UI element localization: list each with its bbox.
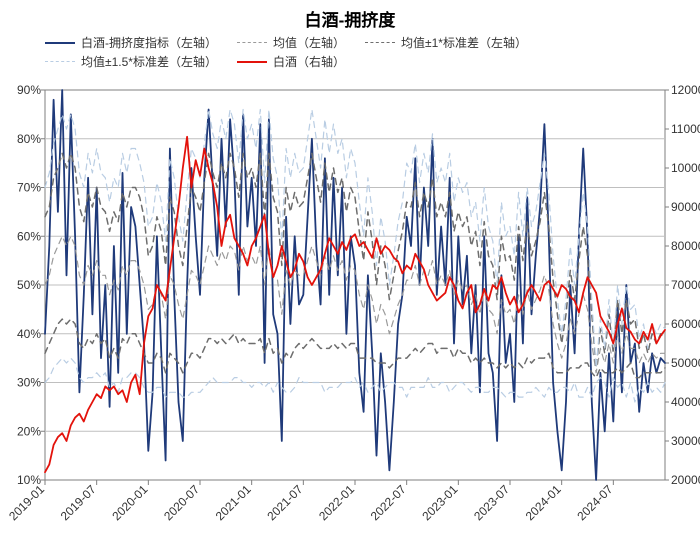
plot-area: 10%20%30%40%50%60%70%80%90%2000030000400… bbox=[0, 0, 700, 544]
y1-tick-label: 70% bbox=[17, 181, 41, 195]
legend-item: 均值（左轴） bbox=[237, 34, 345, 51]
x-tick-label: 2019-07 bbox=[58, 482, 99, 523]
y2-tick-label: 60000 bbox=[671, 317, 700, 331]
x-tick-label: 2022-01 bbox=[316, 482, 357, 523]
x-tick-label: 2024-07 bbox=[574, 482, 615, 523]
y2-tick-label: 30000 bbox=[671, 434, 700, 448]
y2-tick-label: 50000 bbox=[671, 356, 700, 370]
y2-tick-label: 120000 bbox=[671, 83, 700, 97]
y1-tick-label: 80% bbox=[17, 132, 41, 146]
y1-tick-label: 20% bbox=[17, 424, 41, 438]
legend-item: 均值±1.5*标准差（左轴） bbox=[45, 53, 217, 70]
y2-tick-label: 80000 bbox=[671, 239, 700, 253]
y1-tick-label: 40% bbox=[17, 327, 41, 341]
x-tick-label: 2021-07 bbox=[264, 482, 305, 523]
x-tick-label: 2023-07 bbox=[471, 482, 512, 523]
x-tick-label: 2024-01 bbox=[523, 482, 564, 523]
legend-swatch bbox=[237, 61, 267, 63]
legend-swatch bbox=[237, 42, 267, 43]
x-tick-label: 2020-01 bbox=[109, 482, 150, 523]
y1-tick-label: 30% bbox=[17, 376, 41, 390]
x-tick-label: 2022-07 bbox=[368, 482, 409, 523]
legend-swatch bbox=[45, 42, 75, 44]
legend-swatch bbox=[45, 61, 75, 62]
y2-tick-label: 20000 bbox=[671, 473, 700, 487]
x-tick-label: 2021-01 bbox=[213, 482, 254, 523]
y2-tick-label: 110000 bbox=[671, 122, 700, 136]
y1-tick-label: 60% bbox=[17, 229, 41, 243]
legend-label: 白酒（右轴） bbox=[273, 53, 345, 70]
legend-swatch bbox=[365, 42, 395, 43]
y2-tick-label: 90000 bbox=[671, 200, 700, 214]
legend-label: 均值±1.5*标准差（左轴） bbox=[81, 53, 217, 70]
y1-tick-label: 90% bbox=[17, 83, 41, 97]
y1-tick-label: 50% bbox=[17, 278, 41, 292]
x-tick-label: 2019-01 bbox=[6, 482, 47, 523]
y2-tick-label: 40000 bbox=[671, 395, 700, 409]
legend: 白酒-拥挤度指标（左轴） 均值（左轴） 均值±1*标准差（左轴） 均值±1.5*标准差… bbox=[45, 34, 680, 72]
x-tick-label: 2020-07 bbox=[161, 482, 202, 523]
chart-title: 白酒-拥挤度 bbox=[0, 6, 700, 31]
legend-label: 均值（左轴） bbox=[273, 34, 345, 51]
y2-tick-label: 100000 bbox=[671, 161, 700, 175]
legend-label: 白酒-拥挤度指标（左轴） bbox=[81, 34, 217, 51]
x-tick-label: 2023-01 bbox=[419, 482, 460, 523]
legend-item: 白酒（右轴） bbox=[237, 53, 345, 70]
chart-container: 白酒-拥挤度 白酒-拥挤度指标（左轴） 均值（左轴） 均值±1*标准差（左轴） 均值±… bbox=[0, 0, 700, 544]
legend-item: 均值±1*标准差（左轴） bbox=[365, 34, 527, 51]
y2-tick-label: 70000 bbox=[671, 278, 700, 292]
legend-item: 白酒-拥挤度指标（左轴） bbox=[45, 34, 217, 51]
legend-label: 均值±1*标准差（左轴） bbox=[401, 34, 527, 51]
